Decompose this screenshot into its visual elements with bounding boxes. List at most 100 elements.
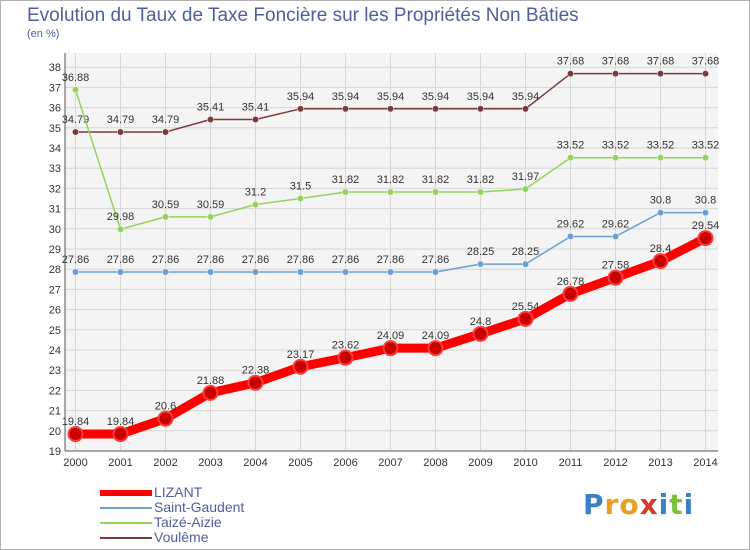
data-point (252, 268, 259, 276)
logo-letter: P (583, 488, 605, 521)
data-label: 26.78 (557, 276, 585, 288)
data-label: 27.86 (197, 254, 225, 266)
y-tick-label: 38 (49, 62, 61, 74)
data-label: 27.86 (287, 254, 315, 266)
plot-area (65, 53, 718, 451)
data-point (297, 268, 304, 276)
data-point (657, 209, 664, 217)
legend-label: Taizé-Aizie (154, 514, 222, 530)
data-point (207, 116, 214, 123)
legend-label: LIZANT (154, 484, 203, 500)
x-tick-label: 2001 (108, 457, 132, 469)
y-tick-label: 36 (49, 103, 61, 115)
data-point (207, 268, 214, 276)
data-point (567, 233, 574, 240)
y-tick-label: 22 (49, 385, 61, 397)
data-point (477, 188, 484, 196)
data-label: 30.8 (695, 195, 716, 207)
data-label: 20.6 (155, 401, 176, 413)
data-label: 35.94 (377, 91, 405, 103)
legend-label: Voulême (154, 529, 209, 545)
legend-swatch (100, 507, 152, 509)
data-point (72, 86, 79, 94)
data-point (517, 310, 534, 327)
data-label: 35.94 (332, 91, 360, 103)
data-point (477, 105, 484, 113)
logo-letter: x (639, 488, 659, 521)
data-label: 27.86 (332, 254, 360, 266)
y-tick-label: 25 (49, 325, 61, 337)
data-label: 33.52 (602, 140, 630, 152)
y-tick-label: 37 (49, 82, 61, 94)
data-label: 27.86 (152, 254, 180, 266)
logo-letter: t (669, 488, 684, 521)
data-point (562, 285, 579, 302)
data-point (702, 154, 709, 162)
data-point (342, 268, 349, 276)
x-tick-label: 2014 (693, 457, 717, 469)
data-point (657, 154, 664, 162)
y-tick-label: 34 (49, 143, 61, 155)
y-tick-label: 31 (49, 204, 61, 216)
proxiti-logo: Proxiti (583, 488, 694, 521)
data-label: 25.54 (512, 301, 540, 313)
data-point (477, 260, 484, 268)
data-point (432, 188, 439, 196)
data-label: 27.86 (62, 254, 90, 266)
data-point (427, 340, 444, 357)
legend-swatch (100, 490, 152, 496)
data-point (337, 349, 354, 366)
data-point (432, 268, 439, 276)
data-label: 24.8 (470, 316, 491, 328)
y-tick-label: 30 (49, 224, 61, 236)
data-label: 28.25 (512, 246, 540, 258)
legend-swatch (100, 522, 152, 524)
data-label: 27.86 (377, 254, 405, 266)
data-label: 37.68 (692, 56, 720, 68)
data-label: 29.62 (557, 218, 585, 230)
data-label: 19.84 (107, 416, 135, 428)
x-tick-label: 2007 (378, 457, 402, 469)
y-tick-label: 29 (49, 244, 61, 256)
data-label: 33.52 (647, 140, 675, 152)
data-point (247, 374, 264, 391)
chart-title: Evolution du Taux de Taxe Foncière sur l… (27, 5, 579, 26)
data-point (342, 188, 349, 196)
data-point (117, 225, 124, 233)
data-label: 34.79 (107, 114, 135, 126)
data-label: 28.25 (467, 246, 495, 258)
logo-letter: r (604, 488, 620, 521)
data-point (522, 185, 529, 193)
data-label: 31.82 (332, 174, 360, 186)
data-label: 31.97 (512, 171, 540, 183)
data-point (702, 70, 709, 78)
data-point (612, 233, 619, 240)
data-label: 23.62 (332, 340, 360, 352)
data-point (522, 260, 529, 268)
data-label: 35.41 (242, 102, 270, 114)
data-label: 31.5 (290, 181, 311, 193)
data-label: 31.2 (245, 187, 266, 199)
x-tick-label: 2000 (63, 457, 87, 469)
data-label: 35.94 (512, 91, 540, 103)
x-tick-label: 2005 (288, 457, 312, 469)
data-label: 22.38 (242, 365, 270, 377)
data-point (72, 128, 79, 136)
y-tick-label: 27 (49, 284, 61, 296)
data-label: 35.94 (467, 91, 495, 103)
data-label: 33.52 (692, 140, 720, 152)
data-label: 27.86 (107, 254, 135, 266)
data-point (162, 268, 169, 276)
data-point (157, 410, 174, 427)
data-label: 27.86 (242, 254, 270, 266)
unit-label: (en %) (27, 28, 60, 40)
data-label: 37.68 (647, 56, 675, 68)
data-point (697, 230, 714, 247)
data-label: 30.8 (650, 195, 671, 207)
data-point (297, 105, 304, 113)
data-label: 29.54 (692, 220, 720, 232)
y-tick-label: 20 (49, 426, 61, 438)
data-point (67, 426, 84, 443)
data-label: 24.09 (422, 330, 450, 342)
